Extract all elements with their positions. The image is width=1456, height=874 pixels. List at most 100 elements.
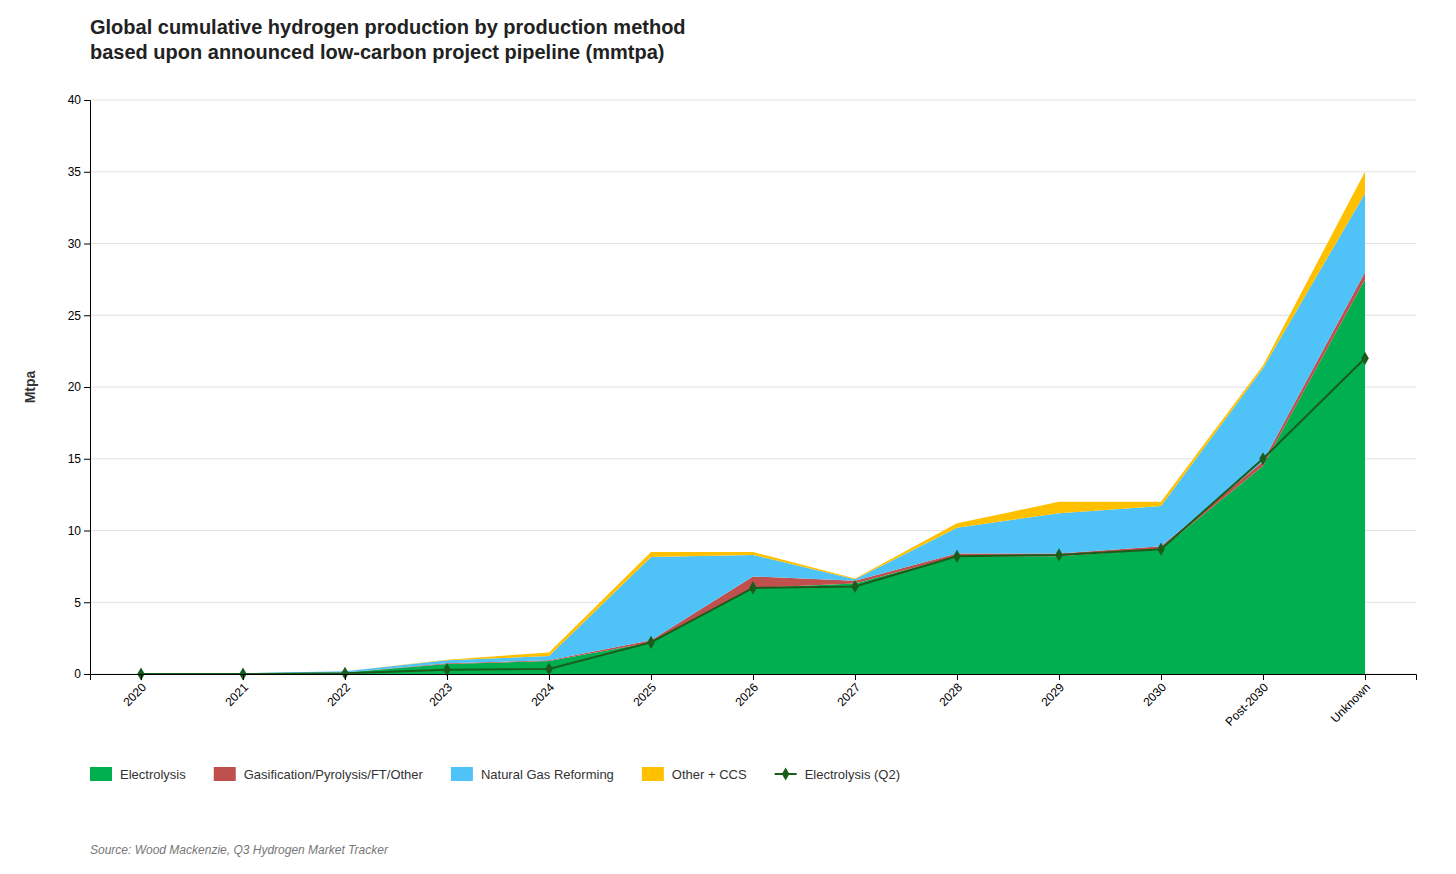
tick-label: 2028 bbox=[936, 680, 965, 709]
y-tick: 10 bbox=[68, 524, 90, 538]
legend-item: Natural Gas Reforming bbox=[451, 767, 614, 782]
x-tick: 2021 bbox=[222, 674, 251, 709]
x-tick: 2028 bbox=[936, 674, 965, 709]
y-tick: 35 bbox=[68, 165, 90, 179]
legend-label: Gasification/Pyrolysis/FT/Other bbox=[244, 767, 424, 782]
x-tick: 2027 bbox=[834, 674, 863, 709]
tick-mark bbox=[1161, 674, 1162, 680]
tick-label: 20 bbox=[68, 380, 82, 394]
tick-mark bbox=[84, 602, 90, 603]
grid-line bbox=[90, 243, 1416, 244]
plot: 0510152025303540202020212022202320242025… bbox=[68, 93, 1417, 728]
tick-mark bbox=[345, 674, 346, 680]
tick-mark bbox=[84, 531, 90, 532]
x-tick: 2026 bbox=[732, 674, 761, 709]
y-axis: 0 5 10 15 20 25 30 35 40 bbox=[68, 93, 91, 681]
legend-swatch bbox=[642, 767, 664, 781]
legend-swatch bbox=[451, 767, 473, 781]
tick-label: 2029 bbox=[1038, 680, 1067, 709]
grid bbox=[90, 100, 1416, 674]
legend-item: Electrolysis (Q2) bbox=[775, 767, 900, 782]
y-tick: 5 bbox=[74, 596, 90, 610]
area bbox=[141, 172, 1365, 674]
y-axis-title: Mtpa bbox=[22, 370, 38, 403]
tick-mark bbox=[651, 674, 652, 680]
legend-label: Natural Gas Reforming bbox=[481, 767, 614, 782]
marker bbox=[647, 636, 655, 649]
grid-line bbox=[90, 171, 1416, 172]
tick-mark bbox=[753, 674, 754, 680]
x-tick: 2029 bbox=[1038, 674, 1067, 709]
x-tick: Post-2030 bbox=[1223, 674, 1272, 729]
legend-item: Electrolysis bbox=[90, 767, 186, 782]
x-tick: 2030 bbox=[1140, 674, 1169, 709]
axis-domain bbox=[91, 675, 1417, 681]
tick-label: 2026 bbox=[732, 680, 761, 709]
tick-mark bbox=[957, 674, 958, 680]
area bbox=[141, 272, 1365, 673]
annotation: Source: Wood Mackenzie, Q3 Hydrogen Mark… bbox=[90, 843, 389, 857]
legend-swatch bbox=[90, 767, 112, 781]
grid-line bbox=[90, 387, 1416, 388]
tick-label: 2030 bbox=[1140, 680, 1169, 709]
tick-mark bbox=[1365, 674, 1366, 680]
marker bbox=[749, 581, 757, 594]
legend-marker bbox=[782, 767, 790, 780]
tick-label: Unknown bbox=[1328, 680, 1373, 725]
legend-label: Electrolysis bbox=[120, 767, 186, 782]
marks bbox=[141, 172, 1365, 674]
y-tick: 40 bbox=[68, 93, 90, 107]
x-tick: 2025 bbox=[630, 674, 659, 709]
legend-item: Gasification/Pyrolysis/FT/Other bbox=[214, 767, 424, 782]
tick-mark bbox=[84, 674, 90, 675]
tick-label: 5 bbox=[74, 596, 81, 610]
marker bbox=[545, 662, 553, 675]
tick-label: 2024 bbox=[528, 680, 557, 709]
axis-domain bbox=[84, 101, 91, 675]
legend-label: Other + CCS bbox=[672, 767, 747, 782]
grid-line bbox=[90, 100, 1416, 101]
x-tick: 2023 bbox=[426, 674, 455, 709]
tick-mark bbox=[1059, 674, 1060, 680]
legend-swatch bbox=[214, 767, 236, 781]
title: Global cumulative hydrogen production by… bbox=[90, 16, 686, 63]
tick-label: 25 bbox=[68, 309, 82, 323]
marker bbox=[1055, 548, 1063, 561]
y-tick: 15 bbox=[68, 452, 90, 466]
x-axis: 2020 2021 2022 2023 2024 2025 2026 2027 2028 2029… bbox=[91, 674, 1417, 729]
marker bbox=[851, 580, 859, 593]
legend-label: Electrolysis (Q2) bbox=[805, 767, 900, 782]
area bbox=[141, 193, 1365, 673]
tick-mark bbox=[855, 674, 856, 680]
tick-mark bbox=[84, 100, 90, 101]
tick-label: 2025 bbox=[630, 680, 659, 709]
tick-mark bbox=[84, 315, 90, 316]
tick-mark bbox=[141, 674, 142, 680]
legend: Electrolysis Gasification/Pyrolysis/FT/Ot… bbox=[90, 767, 900, 782]
tick-mark bbox=[549, 674, 550, 680]
marker bbox=[1361, 352, 1369, 365]
grid-line bbox=[90, 315, 1416, 316]
tick-label: 2021 bbox=[222, 680, 251, 709]
tick-label: 2022 bbox=[324, 680, 353, 709]
x-tick: 2024 bbox=[528, 674, 557, 709]
tick-mark bbox=[84, 244, 90, 245]
tick-label: 40 bbox=[68, 93, 82, 107]
tick-label: 30 bbox=[68, 237, 82, 251]
legend-item: Other + CCS bbox=[642, 767, 747, 782]
chart: 0510152025303540202020212022202320242025… bbox=[0, 0, 1456, 874]
x-tick: 2020 bbox=[120, 674, 149, 709]
y-tick: 0 bbox=[74, 667, 90, 681]
x-tick: 2022 bbox=[324, 674, 353, 709]
tick-label: 2020 bbox=[120, 680, 149, 709]
x-tick: Unknown bbox=[1328, 674, 1373, 725]
tick-label: 2027 bbox=[834, 680, 863, 709]
line bbox=[141, 358, 1365, 674]
tick-label: 35 bbox=[68, 165, 82, 179]
y-tick: 25 bbox=[68, 309, 90, 323]
marker bbox=[953, 550, 961, 563]
tick-label: 2023 bbox=[426, 680, 455, 709]
tick-mark bbox=[243, 674, 244, 680]
marker bbox=[1259, 452, 1267, 465]
tick-label: 10 bbox=[68, 524, 82, 538]
